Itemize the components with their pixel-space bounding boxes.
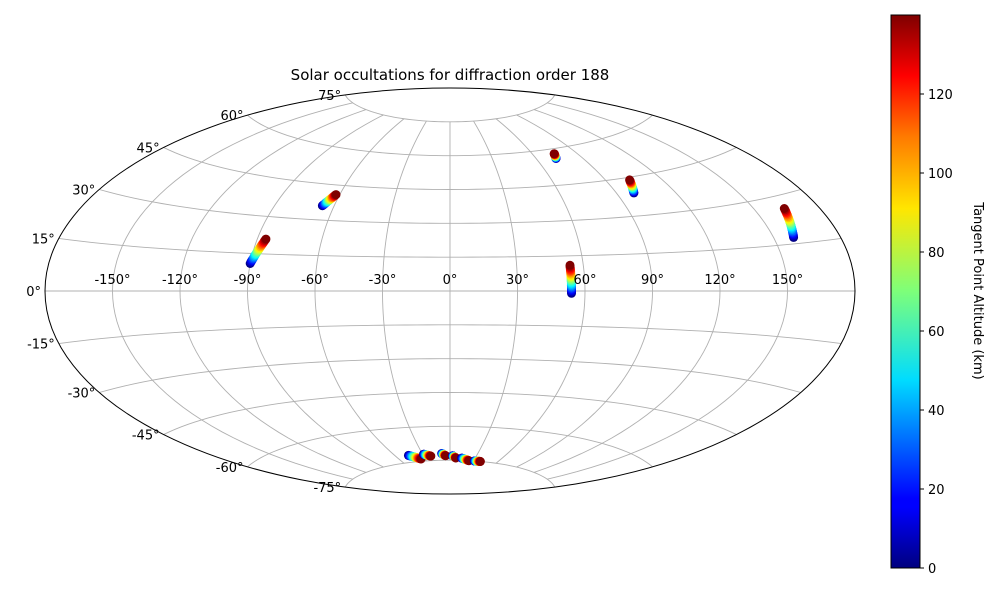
lon-tick-label: -120° — [162, 273, 198, 288]
lon-tick-label: 90° — [641, 273, 664, 288]
lon-tick-label: -90° — [234, 273, 262, 288]
parallel-line — [247, 114, 653, 157]
lon-tick-label: -60° — [301, 273, 329, 288]
lon-tick-label: -30° — [369, 273, 397, 288]
colorbar-tick-label: 40 — [928, 404, 945, 419]
lat-tick-label: 60° — [220, 109, 243, 124]
longitude-tick-labels: -150° -120° -90° -60° -30° 0° 30° 60° 90° 120° 150… — [94, 273, 803, 288]
lon-tick-label: 0° — [443, 273, 458, 288]
data-point — [331, 190, 341, 200]
colorbar-tick-labels: 0 20 40 60 80 100 120 — [920, 88, 953, 577]
chart-title: Solar occultations for diffraction order… — [291, 66, 610, 84]
parallel-line — [247, 425, 653, 468]
colorbar-tick-label: 20 — [928, 483, 945, 498]
latitude-tick-labels: -75° -60° -45° -30° -15° 0° 15° 30° 45° 60° 75° — [26, 89, 341, 496]
lon-tick-label: 120° — [704, 273, 735, 288]
graticule-grid — [45, 94, 855, 488]
lat-tick-label: -15° — [27, 338, 55, 353]
data-point — [779, 204, 789, 213]
occultation-track — [448, 451, 461, 463]
lon-tick-label: 30° — [506, 273, 529, 288]
parallel-line — [58, 324, 842, 344]
occultation-track — [779, 204, 799, 242]
colorbar-tick-label: 60 — [928, 325, 945, 340]
colorbar-tick-label: 0 — [928, 562, 936, 577]
colorbar — [890, 14, 921, 569]
lat-tick-label: 0° — [26, 285, 41, 300]
occultation-track — [457, 453, 474, 466]
lat-tick-label: -45° — [132, 429, 160, 444]
colorbar-label: Tangent Point Altitude (km) — [970, 201, 985, 379]
colorbar-tick-label: 80 — [928, 246, 945, 261]
occultation-track — [549, 149, 561, 163]
data-point — [565, 260, 575, 270]
parallel-line — [344, 459, 556, 488]
lat-tick-label: 30° — [72, 184, 95, 199]
parallel-line — [163, 392, 737, 435]
occultation-track — [245, 234, 271, 268]
colorbar-tick-label: 100 — [928, 167, 953, 182]
parallel-line — [344, 94, 556, 123]
data-point — [475, 457, 485, 466]
occultation-track — [565, 260, 576, 298]
data-point — [426, 451, 436, 461]
parallel-line — [163, 147, 737, 190]
lat-tick-label: 15° — [32, 233, 55, 248]
lat-tick-label: 45° — [137, 142, 160, 157]
lat-tick-label: 75° — [318, 89, 341, 104]
occultation-track — [437, 449, 451, 461]
data-point — [441, 451, 451, 461]
data-point — [549, 149, 559, 159]
colorbar-tick-label: 120 — [928, 88, 953, 103]
lon-tick-label: 60° — [573, 273, 596, 288]
occultation-track — [419, 449, 436, 461]
data-point — [625, 175, 635, 185]
parallel-line — [58, 238, 842, 258]
data-point — [261, 234, 271, 244]
lat-tick-label: -60° — [216, 461, 244, 476]
occultation-track — [317, 190, 341, 211]
occultation-track — [469, 456, 485, 466]
occultation-points — [245, 149, 799, 466]
map-boundary — [44, 87, 856, 495]
lat-tick-label: -75° — [313, 481, 341, 496]
lat-tick-label: -30° — [68, 387, 96, 402]
parallel-line — [99, 189, 801, 224]
lon-tick-label: -150° — [94, 273, 130, 288]
parallel-line — [99, 358, 801, 393]
lon-tick-label: 150° — [772, 273, 803, 288]
occultation-track — [625, 175, 639, 198]
